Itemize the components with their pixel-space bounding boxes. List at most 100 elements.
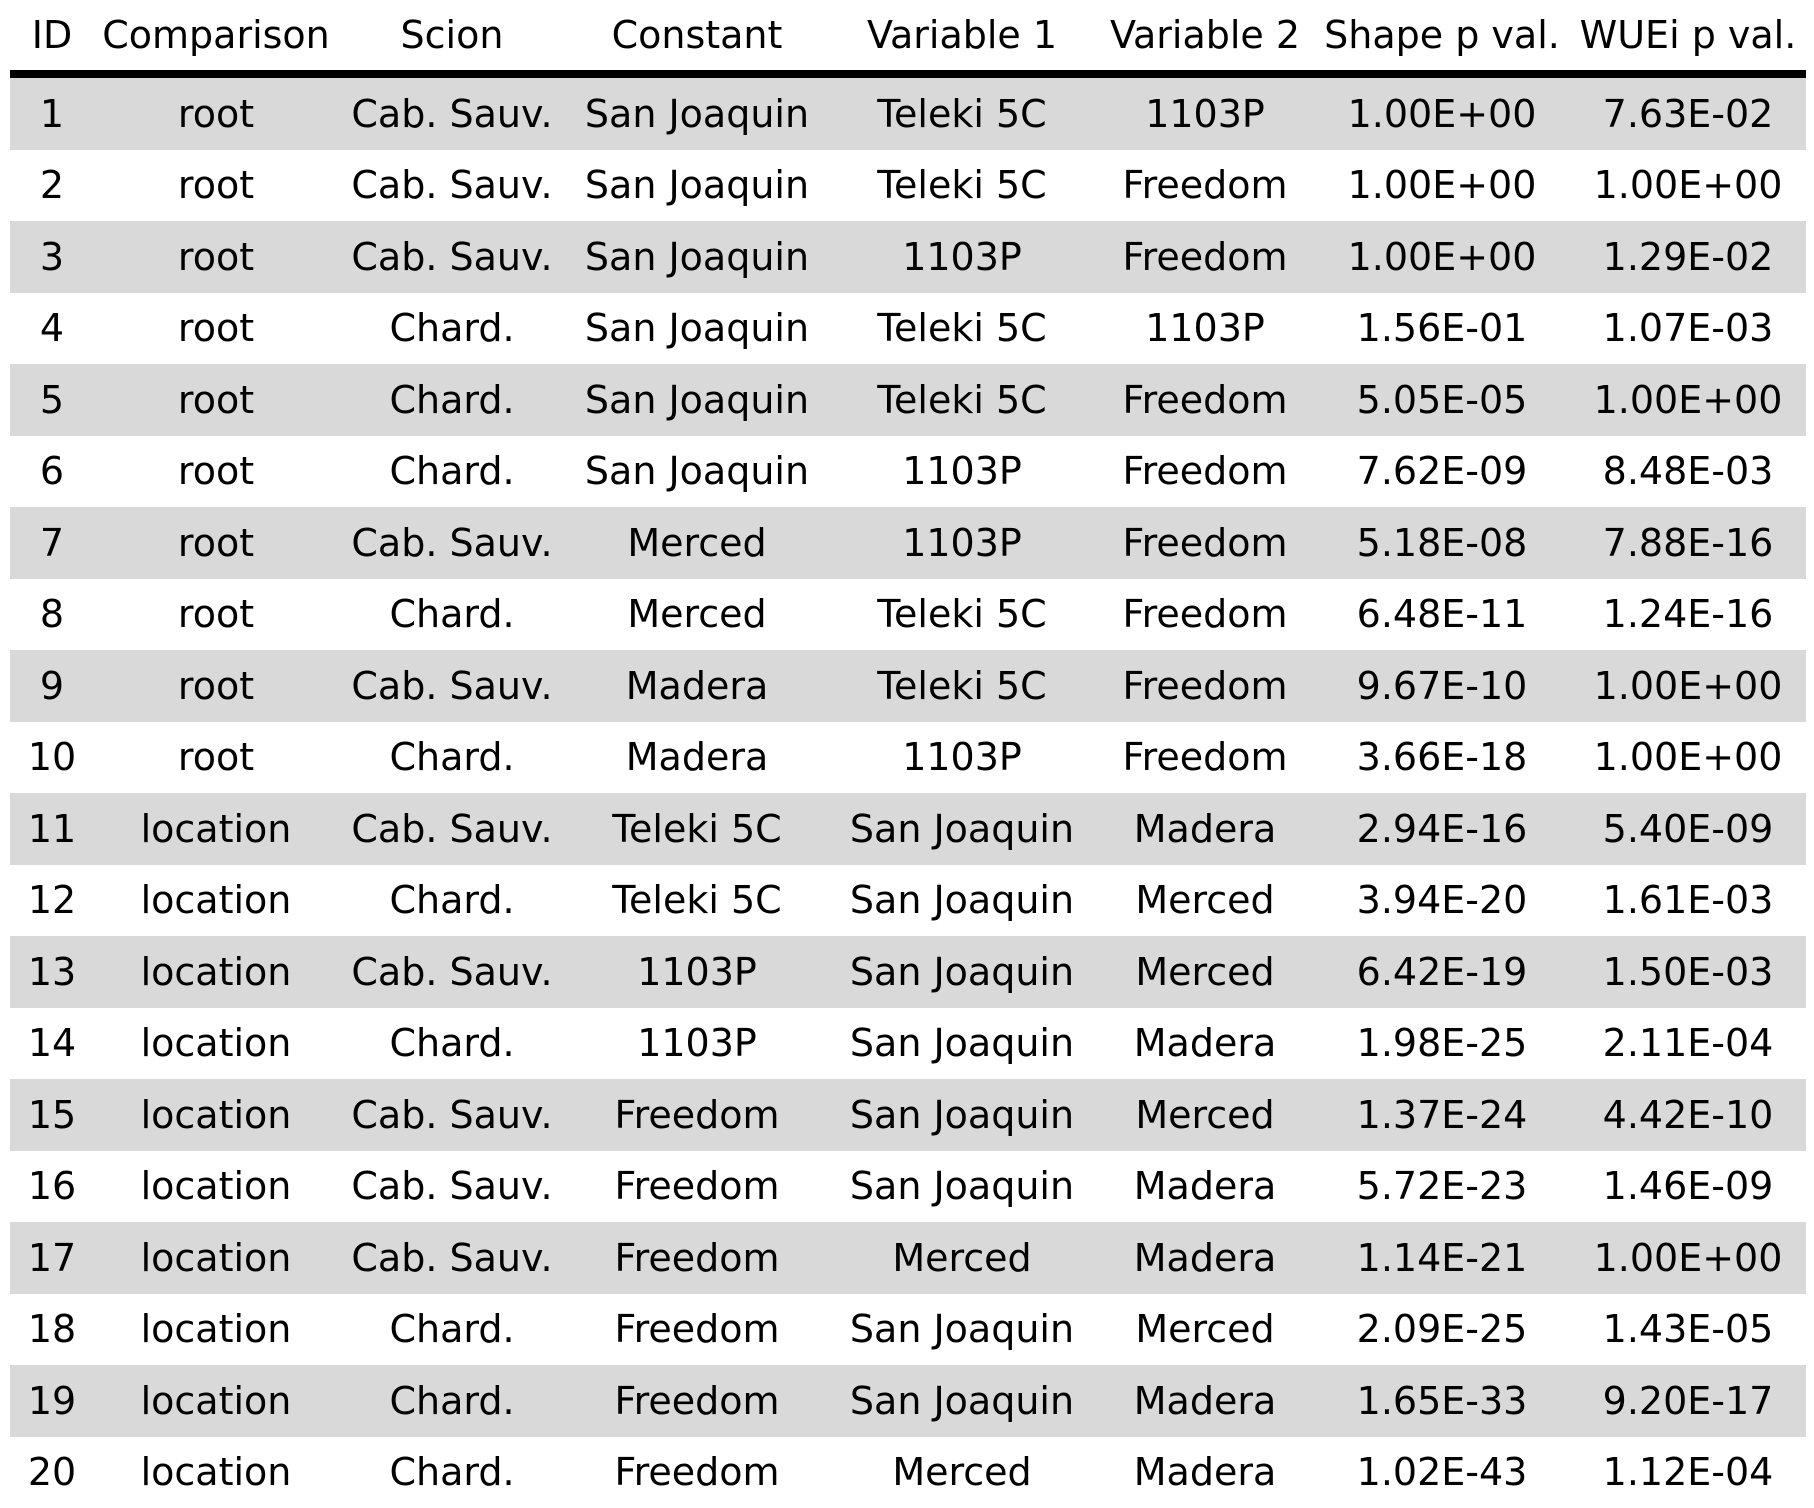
cell-id: 10 <box>10 722 94 794</box>
cell-wuei-p-value: 1.43E-05 <box>1570 1294 1806 1366</box>
header-id: ID <box>10 0 94 74</box>
cell-shape-p-value: 2.09E-25 <box>1314 1294 1570 1366</box>
cell-scion: Cab. Sauv. <box>338 793 566 865</box>
cell-shape-p-value: 1.14E-21 <box>1314 1222 1570 1294</box>
cell-constant: 1103P <box>566 1008 828 1080</box>
header-wuei-p-value: WUEi p val. <box>1570 0 1806 74</box>
cell-id: 15 <box>10 1079 94 1151</box>
header-variable-2: Variable 2 <box>1096 0 1314 74</box>
cell-shape-p-value: 1.65E-33 <box>1314 1365 1570 1437</box>
cell-variable-1: San Joaquin <box>828 865 1096 937</box>
cell-scion: Cab. Sauv. <box>338 1151 566 1223</box>
cell-wuei-p-value: 7.88E-16 <box>1570 507 1806 579</box>
cell-wuei-p-value: 5.40E-09 <box>1570 793 1806 865</box>
cell-wuei-p-value: 1.12E-04 <box>1570 1437 1806 1508</box>
cell-id: 7 <box>10 507 94 579</box>
cell-variable-2: Madera <box>1096 1151 1314 1223</box>
cell-variable-2: Merced <box>1096 1079 1314 1151</box>
cell-comparison: root <box>94 436 338 508</box>
cell-constant: Freedom <box>566 1151 828 1223</box>
cell-comparison: location <box>94 1294 338 1366</box>
cell-variable-1: Teleki 5C <box>828 650 1096 722</box>
cell-variable-2: Madera <box>1096 793 1314 865</box>
cell-shape-p-value: 1.00E+00 <box>1314 150 1570 222</box>
cell-constant: San Joaquin <box>566 221 828 293</box>
cell-shape-p-value: 3.94E-20 <box>1314 865 1570 937</box>
header-shape-p-value: Shape p val. <box>1314 0 1570 74</box>
cell-constant: Freedom <box>566 1365 828 1437</box>
header-variable-1: Variable 1 <box>828 0 1096 74</box>
header-scion: Scion <box>338 0 566 74</box>
cell-id: 1 <box>10 74 94 150</box>
cell-id: 19 <box>10 1365 94 1437</box>
cell-wuei-p-value: 2.11E-04 <box>1570 1008 1806 1080</box>
header-comparison: Comparison <box>94 0 338 74</box>
cell-comparison: root <box>94 579 338 651</box>
cell-variable-1: Teleki 5C <box>828 579 1096 651</box>
cell-id: 16 <box>10 1151 94 1223</box>
cell-shape-p-value: 2.94E-16 <box>1314 793 1570 865</box>
cell-scion: Chard. <box>338 1294 566 1366</box>
cell-id: 20 <box>10 1437 94 1508</box>
cell-variable-2: Freedom <box>1096 150 1314 222</box>
cell-scion: Chard. <box>338 364 566 436</box>
cell-variable-1: Merced <box>828 1437 1096 1508</box>
cell-variable-1: 1103P <box>828 507 1096 579</box>
cell-scion: Cab. Sauv. <box>338 221 566 293</box>
cell-wuei-p-value: 9.20E-17 <box>1570 1365 1806 1437</box>
cell-constant: Freedom <box>566 1294 828 1366</box>
cell-variable-2: Merced <box>1096 1294 1314 1366</box>
header-constant: Constant <box>566 0 828 74</box>
cell-wuei-p-value: 1.46E-09 <box>1570 1151 1806 1223</box>
cell-wuei-p-value: 1.50E-03 <box>1570 936 1806 1008</box>
cell-variable-2: Madera <box>1096 1437 1314 1508</box>
cell-variable-1: Teleki 5C <box>828 293 1096 365</box>
cell-scion: Cab. Sauv. <box>338 1079 566 1151</box>
cell-constant: Madera <box>566 722 828 794</box>
cell-constant: San Joaquin <box>566 364 828 436</box>
cell-variable-2: Madera <box>1096 1365 1314 1437</box>
cell-shape-p-value: 1.00E+00 <box>1314 221 1570 293</box>
cell-id: 12 <box>10 865 94 937</box>
cell-wuei-p-value: 1.00E+00 <box>1570 150 1806 222</box>
cell-scion: Cab. Sauv. <box>338 507 566 579</box>
cell-constant: Teleki 5C <box>566 793 828 865</box>
cell-variable-1: San Joaquin <box>828 936 1096 1008</box>
cell-comparison: root <box>94 150 338 222</box>
cell-scion: Chard. <box>338 436 566 508</box>
cell-wuei-p-value: 1.29E-02 <box>1570 221 1806 293</box>
cell-comparison: root <box>94 364 338 436</box>
cell-constant: Madera <box>566 650 828 722</box>
cell-variable-2: Madera <box>1096 1222 1314 1294</box>
cell-constant: San Joaquin <box>566 150 828 222</box>
cell-variable-2: Freedom <box>1096 650 1314 722</box>
cell-id: 9 <box>10 650 94 722</box>
cell-comparison: root <box>94 293 338 365</box>
cell-wuei-p-value: 7.63E-02 <box>1570 74 1806 150</box>
cell-variable-2: Madera <box>1096 1008 1314 1080</box>
cell-variable-2: Merced <box>1096 865 1314 937</box>
cell-id: 11 <box>10 793 94 865</box>
cell-constant: Teleki 5C <box>566 865 828 937</box>
cell-constant: 1103P <box>566 936 828 1008</box>
cell-shape-p-value: 6.48E-11 <box>1314 579 1570 651</box>
cell-scion: Chard. <box>338 865 566 937</box>
cell-id: 8 <box>10 579 94 651</box>
cell-variable-1: 1103P <box>828 436 1096 508</box>
cell-shape-p-value: 1.98E-25 <box>1314 1008 1570 1080</box>
cell-variable-1: San Joaquin <box>828 1151 1096 1223</box>
cell-scion: Chard. <box>338 1365 566 1437</box>
cell-scion: Chard. <box>338 1437 566 1508</box>
